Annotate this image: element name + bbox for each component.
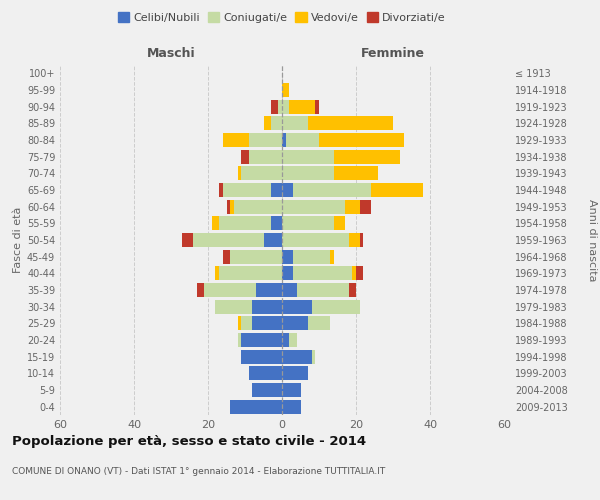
Bar (360, 233, 364, 247)
Bar (289, 333, 297, 347)
Bar (253, 316, 282, 330)
Bar (219, 183, 223, 197)
Bar (238, 316, 241, 330)
Bar (282, 366, 308, 380)
Bar (238, 333, 241, 347)
Bar (253, 383, 282, 397)
Bar (319, 133, 404, 147)
Bar (282, 83, 289, 97)
Bar (282, 233, 349, 247)
Bar (227, 200, 230, 214)
Bar (282, 200, 345, 214)
Bar (282, 100, 289, 114)
Bar (293, 250, 330, 264)
Bar (249, 366, 282, 380)
Bar (197, 283, 204, 297)
Text: Anni di nascita: Anni di nascita (587, 198, 597, 281)
Bar (282, 383, 301, 397)
Bar (282, 400, 301, 414)
Bar (345, 200, 360, 214)
Bar (263, 116, 271, 130)
Bar (241, 350, 282, 364)
Bar (223, 183, 271, 197)
Bar (182, 233, 193, 247)
Bar (334, 166, 378, 180)
Bar (334, 150, 400, 164)
Bar (352, 266, 356, 280)
Bar (349, 233, 360, 247)
Bar (316, 100, 319, 114)
Legend: Celibi/Nubili, Coniugati/e, Vedovi/e, Divorziati/e: Celibi/Nubili, Coniugati/e, Vedovi/e, Di… (114, 8, 450, 28)
Bar (282, 333, 289, 347)
Bar (282, 216, 334, 230)
Bar (271, 183, 282, 197)
Bar (219, 266, 282, 280)
Bar (230, 200, 234, 214)
Bar (271, 216, 282, 230)
Bar (293, 183, 371, 197)
Bar (230, 400, 282, 414)
Bar (282, 150, 334, 164)
Bar (282, 283, 297, 297)
Bar (215, 300, 253, 314)
Bar (193, 233, 263, 247)
Bar (249, 150, 282, 164)
Text: Femmine: Femmine (361, 47, 425, 60)
Bar (360, 200, 371, 214)
Bar (241, 150, 249, 164)
Bar (297, 283, 349, 297)
Bar (241, 333, 282, 347)
Bar (371, 183, 422, 197)
Bar (311, 300, 360, 314)
Bar (249, 133, 282, 147)
Bar (349, 283, 356, 297)
Bar (230, 250, 282, 264)
Bar (241, 166, 282, 180)
Bar (282, 350, 311, 364)
Bar (330, 250, 334, 264)
Bar (263, 233, 282, 247)
Bar (223, 133, 249, 147)
Bar (219, 216, 271, 230)
Bar (234, 200, 282, 214)
Bar (253, 300, 282, 314)
Bar (282, 250, 293, 264)
Bar (356, 266, 364, 280)
Bar (308, 116, 393, 130)
Bar (282, 316, 308, 330)
Text: Popolazione per età, sesso e stato civile - 2014: Popolazione per età, sesso e stato civil… (12, 435, 366, 448)
Bar (204, 283, 256, 297)
Bar (282, 183, 293, 197)
Bar (241, 316, 253, 330)
Bar (238, 166, 241, 180)
Bar (278, 100, 282, 114)
Bar (271, 116, 282, 130)
Y-axis label: Fasce di età: Fasce di età (13, 207, 23, 273)
Bar (286, 133, 319, 147)
Bar (311, 350, 316, 364)
Bar (271, 100, 278, 114)
Bar (282, 300, 311, 314)
Bar (289, 100, 316, 114)
Bar (215, 266, 219, 280)
Bar (212, 216, 219, 230)
Bar (256, 283, 282, 297)
Bar (282, 266, 293, 280)
Text: COMUNE DI ONANO (VT) - Dati ISTAT 1° gennaio 2014 - Elaborazione TUTTITALIA.IT: COMUNE DI ONANO (VT) - Dati ISTAT 1° gen… (12, 468, 385, 476)
Bar (282, 133, 286, 147)
Text: Maschi: Maschi (146, 47, 196, 60)
Bar (334, 216, 345, 230)
Bar (282, 166, 334, 180)
Bar (293, 266, 352, 280)
Bar (282, 116, 308, 130)
Bar (223, 250, 230, 264)
Bar (308, 316, 330, 330)
